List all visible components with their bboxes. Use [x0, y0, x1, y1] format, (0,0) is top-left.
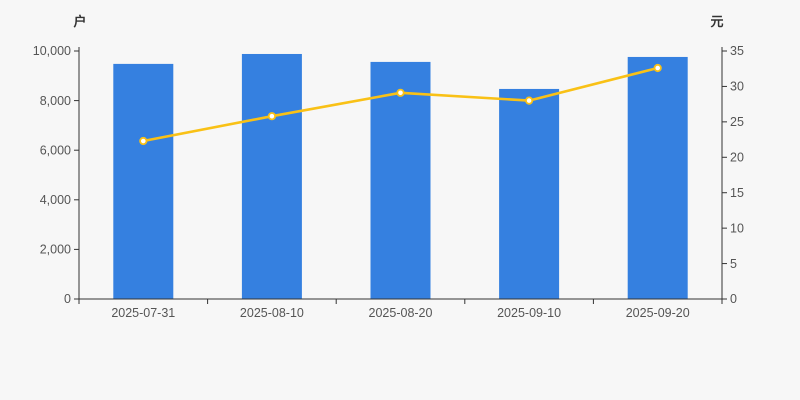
right-axis-tick-label: 30 [730, 80, 744, 94]
x-axis-tick-label: 2025-08-20 [369, 306, 433, 320]
x-axis-tick-label: 2025-09-10 [497, 306, 561, 320]
bar-2025-09-10 [499, 88, 560, 299]
line-marker-2025-08-20 [396, 88, 405, 97]
bar-2025-08-10 [241, 53, 302, 300]
left-axis-tick-label: 4,000 [40, 193, 71, 207]
left-axis-tick-label: 2,000 [40, 243, 71, 257]
line-marker-2025-09-10 [524, 96, 534, 105]
left-axis-tick-label: 10,000 [33, 44, 71, 58]
line-marker-2025-08-10 [267, 112, 276, 121]
line-marker-2025-09-20 [653, 63, 662, 73]
line-marker-2025-07-31 [139, 136, 148, 146]
left-axis-tick-label: 8,000 [40, 94, 71, 108]
right-axis-tick-label: 5 [730, 257, 737, 271]
x-axis-tick-label: 2025-07-31 [111, 306, 175, 320]
right-axis-tick-label: 10 [730, 221, 744, 235]
x-axis-tick-label: 2025-08-10 [240, 306, 304, 320]
right-axis-unit-label: 元 [710, 14, 723, 29]
bar-2025-07-31 [113, 63, 174, 300]
bar-2025-08-20 [370, 61, 431, 299]
right-axis-tick-label: 25 [730, 115, 744, 129]
left-axis-tick-label: 0 [64, 292, 71, 306]
right-axis-tick-label: 15 [730, 186, 744, 200]
right-axis-tick-label: 20 [730, 150, 744, 164]
x-axis-tick-label: 2025-09-20 [626, 306, 690, 320]
bar-2025-09-20 [627, 56, 688, 300]
left-axis-unit-label: 户 [73, 14, 86, 29]
right-axis-tick-label: 35 [730, 44, 744, 58]
left-axis-tick-label: 6,000 [40, 143, 71, 157]
right-axis-tick-label: 0 [730, 292, 737, 306]
